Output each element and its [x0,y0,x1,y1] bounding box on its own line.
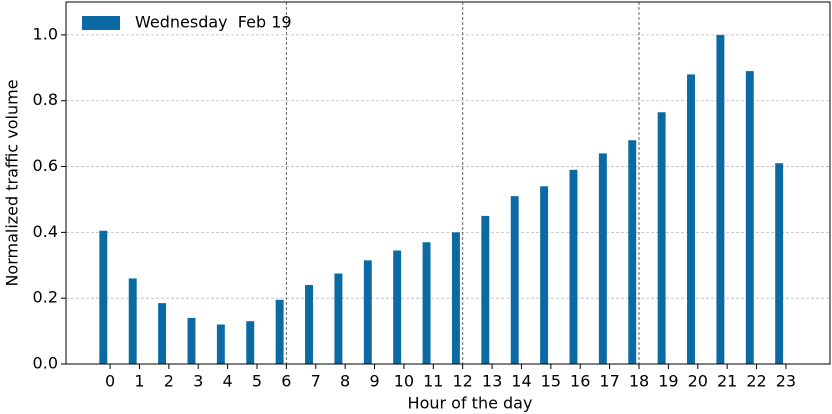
x-tick-label: 18 [629,372,649,391]
x-tick-label: 6 [281,372,291,391]
bar [451,232,460,364]
x-tick-label: 14 [511,372,531,391]
x-tick-label: 8 [340,372,350,391]
x-tick-label: 20 [688,372,708,391]
bar [540,186,549,364]
y-tick-label: 0.6 [33,156,58,175]
y-axis-label: Normalized traffic volume [3,79,22,286]
legend-swatch [82,16,120,30]
x-tick-label: 13 [482,372,502,391]
bar [393,250,402,364]
bar [481,215,490,364]
x-tick-label: 21 [717,372,737,391]
x-tick-label: 17 [599,372,619,391]
x-tick-label: 9 [369,372,379,391]
x-tick-label: 7 [311,372,321,391]
x-tick-label: 0 [105,372,115,391]
bar [363,260,372,364]
bar [187,317,196,364]
y-tick-label: 0.2 [33,288,58,307]
bar [216,324,225,364]
x-tick-label: 5 [252,372,262,391]
x-tick-label: 3 [193,372,203,391]
bar [305,285,313,364]
plot-frame [65,1,831,365]
x-axis-label: Hour of the day [408,394,533,413]
bar [598,153,607,364]
x-tick-label: 19 [658,372,678,391]
x-tick-label: 16 [570,372,590,391]
x-tick-label: 4 [223,372,233,391]
x-tick-label: 22 [746,372,766,391]
bar [716,34,725,365]
bar [628,140,637,364]
x-tick-label: 11 [423,372,443,391]
y-tick-label: 1.0 [33,24,58,43]
bar [510,196,519,364]
bar [246,321,255,364]
x-tick-label: 12 [453,372,473,391]
x-tick-label: 23 [776,372,796,391]
bar [569,169,578,364]
bar [745,71,754,364]
y-tick-label: 0.4 [33,222,58,241]
bar [687,74,695,365]
x-tick-label: 2 [164,372,174,391]
y-tick-label: 0.0 [33,354,58,373]
bar [775,163,784,364]
bar [158,303,167,364]
x-tick-label: 15 [541,372,561,391]
x-tick-label: 10 [394,372,414,391]
bar [275,299,284,364]
y-tick-label: 0.8 [33,90,58,109]
bar [128,278,137,364]
bar [99,230,108,364]
bar [334,273,343,364]
bar [422,242,431,364]
x-tick-label: 1 [134,372,144,391]
bar [657,112,666,364]
legend-label: Wednesday Feb 19 [135,13,292,32]
